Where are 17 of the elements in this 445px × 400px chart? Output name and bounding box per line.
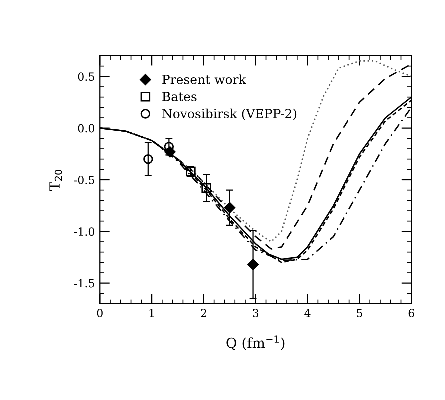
y-tick-label: -1.5 [74, 279, 94, 288]
x-tick-label: 6 [408, 309, 414, 318]
x-tick-label: 4 [304, 309, 311, 318]
x-tick-label: 2 [201, 309, 206, 318]
legend-label: Novosibirsk (VEPP-2) [162, 108, 297, 120]
x-tick-label: 0 [97, 309, 103, 318]
legend-label: Present work [162, 74, 246, 84]
x-tick-label: 5 [357, 309, 362, 318]
y-tick-label: 0.0 [78, 124, 95, 133]
y-axis-title: T$_{20}$ [50, 170, 62, 191]
x-axis-title: Q (fm$^{−1}$) [226, 336, 285, 350]
y-tick-label: -1.0 [74, 228, 95, 236]
y-tick-label: -0.5 [74, 176, 94, 184]
x-tick-label: 3 [253, 309, 259, 318]
y-tick-label: 0.5 [78, 72, 94, 82]
legend-label: Bates [162, 92, 197, 102]
x-tick-label: 1 [150, 309, 154, 318]
